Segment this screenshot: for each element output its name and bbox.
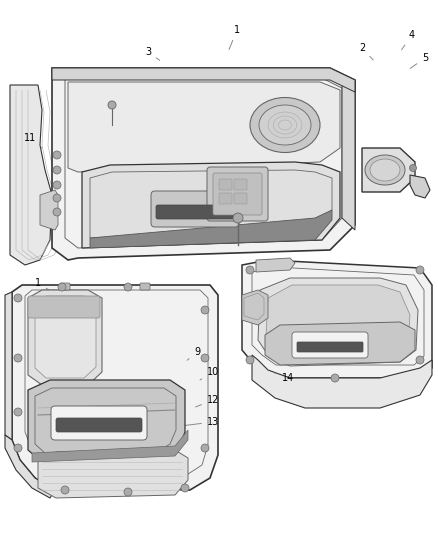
Circle shape: [53, 194, 61, 202]
Polygon shape: [266, 285, 410, 358]
Circle shape: [246, 356, 254, 364]
Polygon shape: [410, 175, 430, 198]
FancyBboxPatch shape: [219, 193, 232, 204]
Polygon shape: [52, 68, 355, 260]
Circle shape: [201, 354, 209, 362]
Text: 7: 7: [158, 125, 164, 145]
FancyBboxPatch shape: [234, 193, 247, 204]
Polygon shape: [362, 148, 415, 192]
FancyBboxPatch shape: [60, 283, 70, 290]
Circle shape: [108, 101, 116, 109]
Polygon shape: [28, 290, 102, 385]
Text: 8: 8: [193, 121, 199, 138]
Text: 1: 1: [35, 278, 49, 290]
Polygon shape: [38, 450, 188, 498]
Text: 6: 6: [125, 123, 138, 138]
Circle shape: [201, 444, 209, 452]
Circle shape: [201, 306, 209, 314]
Circle shape: [181, 484, 189, 492]
Text: 14: 14: [275, 373, 294, 383]
Polygon shape: [40, 190, 58, 230]
Polygon shape: [28, 380, 185, 462]
Polygon shape: [256, 258, 295, 272]
Polygon shape: [342, 80, 355, 230]
FancyBboxPatch shape: [51, 406, 147, 440]
Circle shape: [416, 356, 424, 364]
Circle shape: [53, 166, 61, 174]
Circle shape: [410, 165, 417, 172]
Ellipse shape: [259, 105, 311, 145]
FancyBboxPatch shape: [151, 191, 239, 227]
FancyBboxPatch shape: [56, 418, 142, 432]
Circle shape: [53, 208, 61, 216]
Polygon shape: [52, 68, 355, 92]
Polygon shape: [32, 430, 188, 462]
Polygon shape: [90, 210, 332, 248]
Polygon shape: [68, 82, 340, 172]
Text: 3: 3: [145, 47, 160, 60]
Text: 10: 10: [154, 173, 166, 192]
FancyBboxPatch shape: [156, 205, 234, 219]
Text: 13: 13: [151, 417, 219, 430]
Circle shape: [124, 488, 132, 496]
Polygon shape: [82, 162, 340, 248]
Circle shape: [14, 354, 22, 362]
Polygon shape: [5, 435, 55, 498]
FancyBboxPatch shape: [213, 173, 262, 215]
Polygon shape: [5, 292, 12, 440]
Ellipse shape: [365, 155, 405, 185]
Text: 9: 9: [301, 125, 313, 146]
Circle shape: [53, 151, 61, 159]
FancyBboxPatch shape: [140, 283, 150, 290]
Polygon shape: [242, 260, 432, 378]
FancyBboxPatch shape: [292, 332, 368, 358]
Text: 11: 11: [24, 133, 42, 148]
Polygon shape: [12, 285, 218, 490]
Circle shape: [246, 266, 254, 274]
Text: 1: 1: [229, 25, 240, 50]
Text: 10: 10: [200, 367, 219, 380]
Text: 2: 2: [359, 43, 373, 60]
FancyBboxPatch shape: [297, 342, 363, 352]
Text: 4: 4: [402, 30, 415, 50]
Circle shape: [14, 444, 22, 452]
Polygon shape: [10, 85, 52, 265]
FancyBboxPatch shape: [234, 179, 247, 190]
Circle shape: [124, 283, 132, 291]
Polygon shape: [265, 322, 415, 365]
Ellipse shape: [370, 159, 400, 181]
Circle shape: [416, 266, 424, 274]
Circle shape: [53, 181, 61, 189]
Polygon shape: [35, 296, 96, 378]
FancyBboxPatch shape: [28, 296, 100, 318]
Circle shape: [233, 213, 243, 223]
Text: 12: 12: [196, 395, 219, 407]
Polygon shape: [242, 290, 268, 325]
Polygon shape: [258, 278, 418, 366]
Circle shape: [58, 283, 66, 291]
Text: 9: 9: [187, 347, 200, 360]
Polygon shape: [252, 355, 432, 408]
Circle shape: [61, 486, 69, 494]
Circle shape: [14, 294, 22, 302]
Circle shape: [14, 408, 22, 416]
Text: 5: 5: [410, 53, 428, 68]
Ellipse shape: [250, 98, 320, 152]
Circle shape: [331, 374, 339, 382]
FancyBboxPatch shape: [207, 167, 268, 221]
FancyBboxPatch shape: [219, 179, 232, 190]
